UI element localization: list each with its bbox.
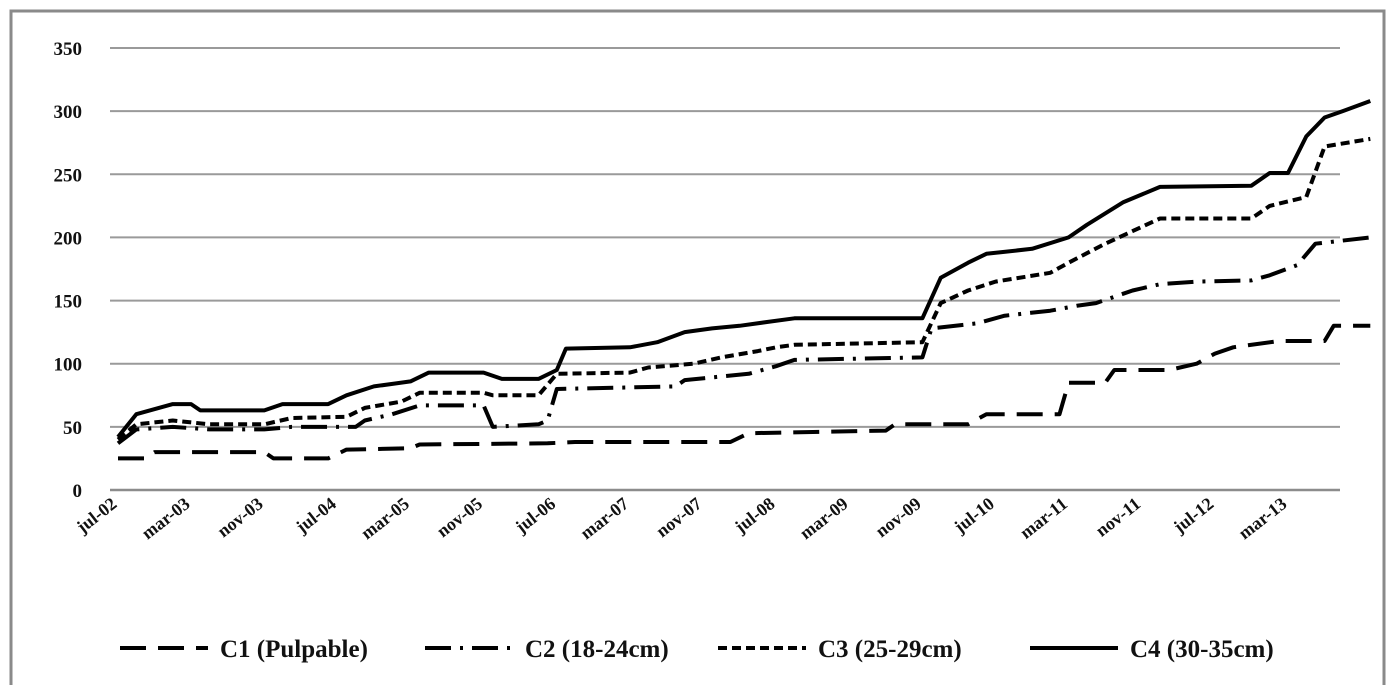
y-tick-label: 200 (54, 228, 83, 249)
legend-label-c1: C1 (Pulpable) (220, 636, 368, 663)
y-tick-label: 350 (54, 39, 83, 60)
y-axis-ticks: 0 50 100 150 200 250 300 350 (54, 39, 83, 502)
y-tick-label: 300 (54, 102, 83, 123)
legend: C1 (Pulpable) C2 (18-24cm) C3 (25-29cm) C4 … (120, 636, 1274, 663)
legend-label-c3: C3 (25-29cm) (818, 636, 962, 663)
legend-label-c4: C4 (30-35cm) (1130, 636, 1274, 663)
y-tick-label: 0 (73, 481, 83, 502)
chart-frame (9, 9, 1386, 689)
y-tick-label: 250 (54, 165, 83, 186)
series-lines (116, 99, 1371, 461)
legend-label-c2: C2 (18-24cm) (525, 636, 669, 663)
series-line-c3 (116, 136, 1371, 442)
series-line-c2 (116, 235, 1371, 445)
y-tick-label: 100 (54, 355, 83, 376)
y-tick-label: 50 (63, 418, 82, 439)
series-line-c1 (118, 323, 1371, 461)
y-tick-label: 150 (54, 292, 83, 313)
series-line-c4 (116, 99, 1371, 439)
